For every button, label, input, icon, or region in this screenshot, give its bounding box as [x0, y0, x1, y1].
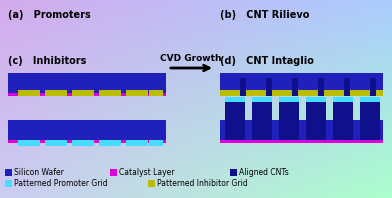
Bar	[45, 90, 67, 96]
Bar	[148, 180, 155, 187]
Bar	[220, 140, 383, 143]
Bar	[279, 97, 299, 102]
Bar	[5, 169, 12, 176]
Bar	[126, 90, 148, 96]
Bar	[18, 140, 40, 146]
Bar	[344, 78, 350, 96]
Bar	[370, 78, 376, 96]
Bar	[220, 73, 383, 93]
Bar	[5, 180, 12, 187]
Bar	[225, 97, 245, 102]
Text: Aligned CNTs: Aligned CNTs	[239, 168, 289, 177]
Bar	[318, 78, 324, 96]
Bar	[252, 97, 272, 102]
Bar	[220, 93, 383, 96]
Bar	[272, 90, 292, 96]
Text: Patterned Inhibitor Grid: Patterned Inhibitor Grid	[157, 179, 248, 188]
Bar	[220, 120, 383, 140]
Text: Catalyst Layer: Catalyst Layer	[119, 168, 174, 177]
Text: CVD Growth: CVD Growth	[160, 54, 222, 63]
Bar	[360, 97, 380, 102]
Bar	[149, 90, 163, 96]
Bar	[333, 102, 353, 140]
Bar	[360, 102, 380, 140]
Text: Patterned Promoter Grid: Patterned Promoter Grid	[14, 179, 108, 188]
Bar	[126, 140, 148, 146]
Bar	[149, 140, 163, 146]
Bar	[246, 90, 266, 96]
Bar	[306, 97, 326, 102]
Text: (a)   Promoters: (a) Promoters	[8, 10, 91, 20]
Bar	[8, 73, 166, 93]
Bar	[99, 90, 121, 96]
Bar	[110, 169, 117, 176]
Bar	[8, 93, 166, 96]
Bar	[350, 90, 370, 96]
Bar	[18, 90, 40, 96]
Bar	[8, 120, 166, 140]
Bar	[225, 102, 245, 140]
Bar	[333, 97, 353, 102]
Bar	[252, 102, 272, 140]
Bar	[72, 140, 94, 146]
Text: (c)   Inhibitors: (c) Inhibitors	[8, 56, 86, 66]
Text: Silicon Wafer: Silicon Wafer	[14, 168, 64, 177]
Bar	[240, 78, 246, 96]
Bar	[45, 140, 67, 146]
Bar	[306, 102, 326, 140]
Bar	[279, 102, 299, 140]
Bar	[266, 78, 272, 96]
Bar	[220, 90, 240, 96]
Bar	[324, 90, 344, 96]
Bar	[292, 78, 298, 96]
Bar	[72, 90, 94, 96]
Bar	[230, 169, 237, 176]
Bar	[376, 90, 383, 96]
Bar	[298, 90, 318, 96]
Text: (b)   CNT Rilievo: (b) CNT Rilievo	[220, 10, 309, 20]
Text: (d)   CNT Intaglio: (d) CNT Intaglio	[220, 56, 314, 66]
Bar	[8, 140, 166, 143]
Bar	[99, 140, 121, 146]
